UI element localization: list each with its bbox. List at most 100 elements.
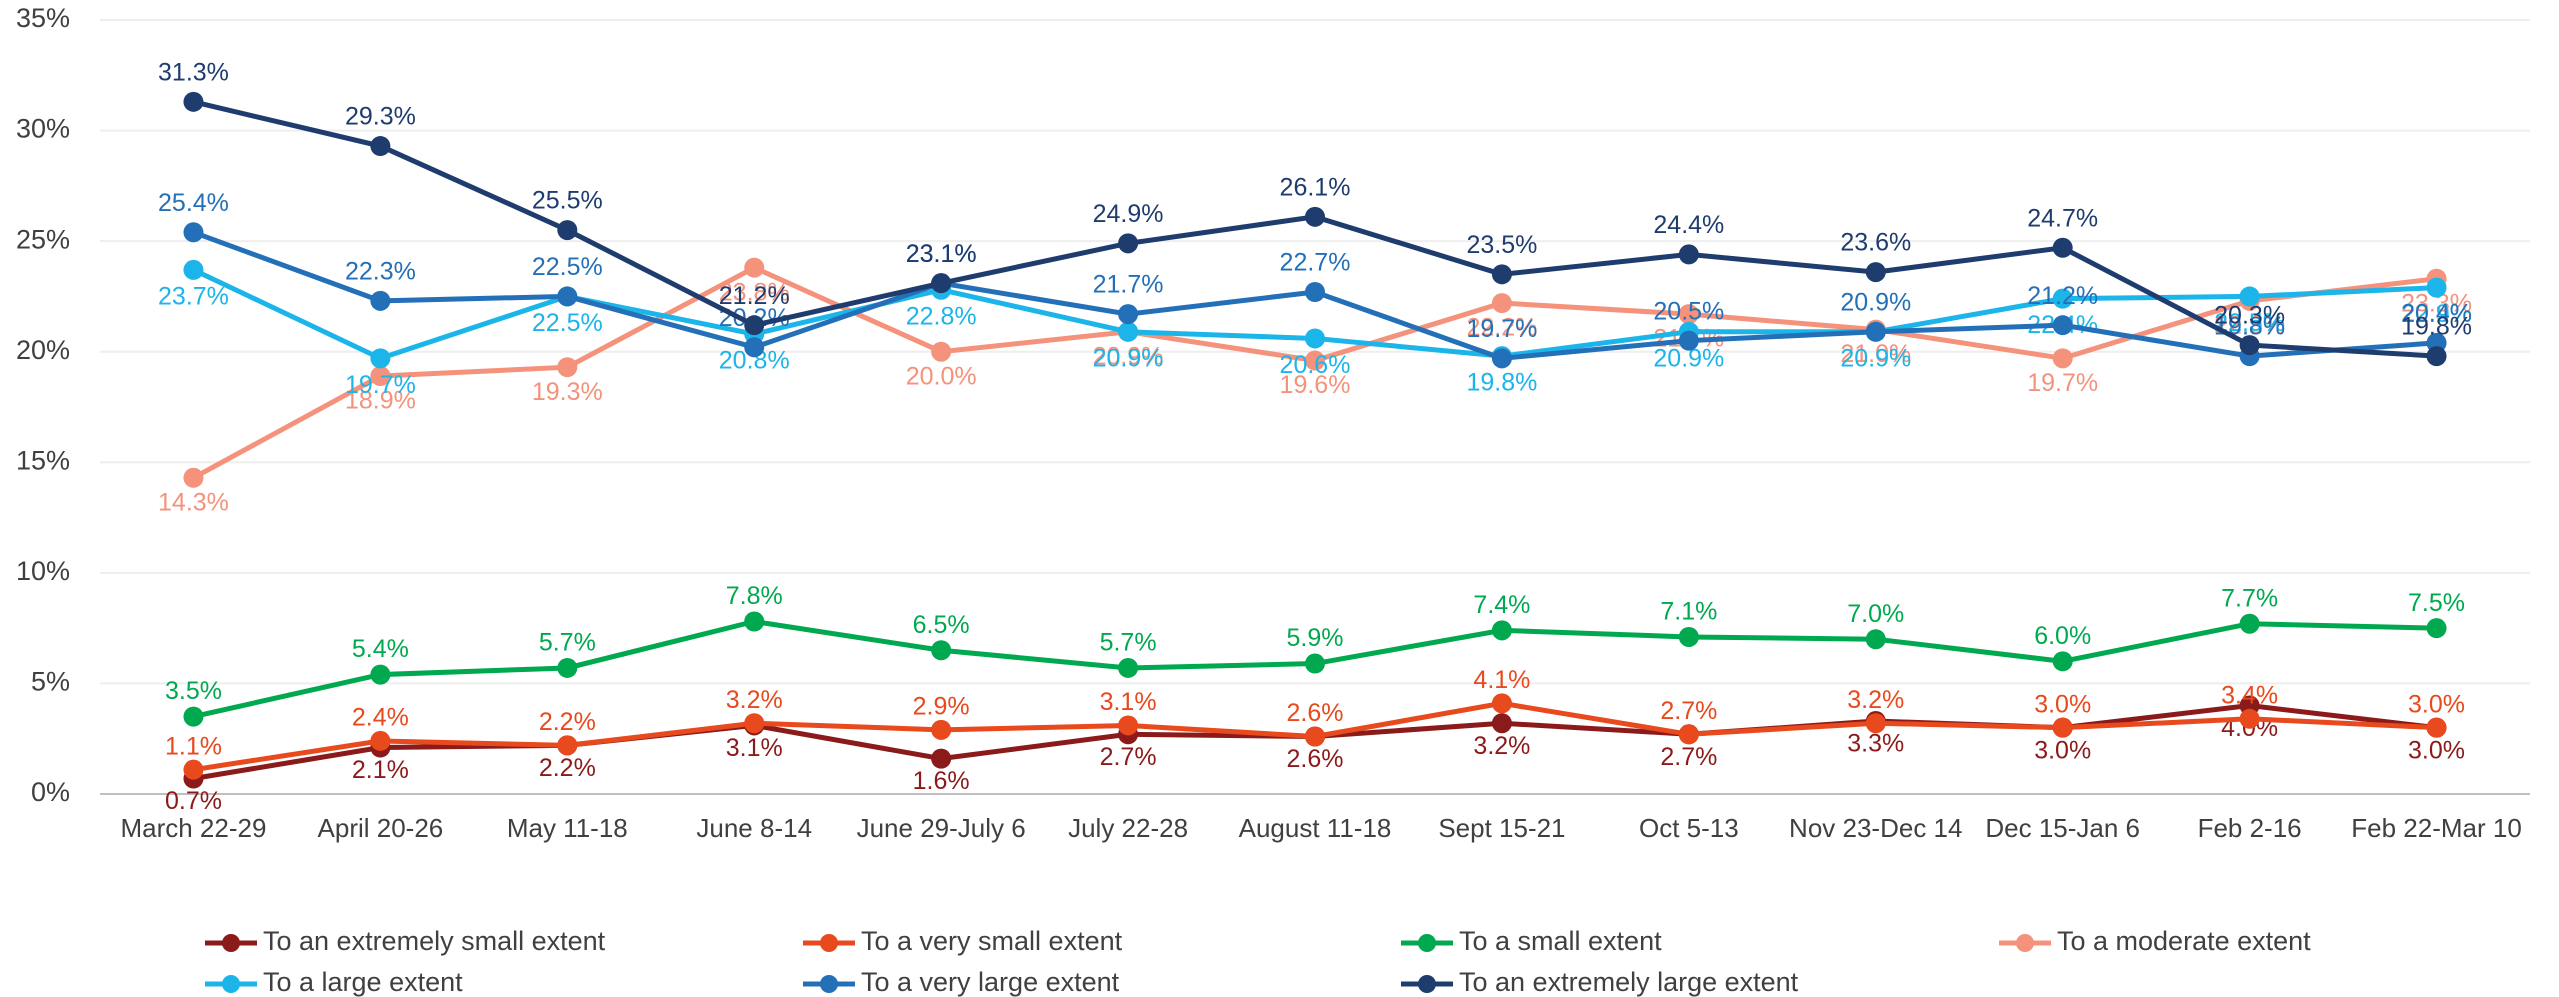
data-point xyxy=(1678,304,1699,325)
data-label: 7.4% xyxy=(1473,591,1530,619)
data-label: 22.9% xyxy=(2401,300,2472,328)
data-label: 19.3% xyxy=(532,378,603,406)
data-point xyxy=(1678,244,1699,265)
data-point xyxy=(1305,328,1325,349)
legend-label: To a very large extent xyxy=(861,967,1120,997)
data-label: 19.7% xyxy=(345,371,416,399)
data-point xyxy=(1491,713,1512,734)
data-label: 24.4% xyxy=(1653,211,1724,239)
data-label: 23.1% xyxy=(906,240,977,268)
data-label: 20.9% xyxy=(1840,344,1911,372)
x-tick-label: June 29-July 6 xyxy=(857,813,1026,843)
data-label: 29.3% xyxy=(345,103,416,131)
data-label: 3.0% xyxy=(2408,736,2465,764)
data-label: 6.0% xyxy=(2034,622,2091,650)
data-label: 1.1% xyxy=(165,732,222,760)
data-point xyxy=(183,91,204,112)
legend-label: To an extremely large extent xyxy=(1459,967,1799,997)
data-label: 5.7% xyxy=(1100,629,1157,657)
x-tick-label: Feb 2-16 xyxy=(2198,813,2302,843)
y-tick-label: 10% xyxy=(16,556,70,586)
data-point xyxy=(931,748,952,769)
x-tick-label: Dec 15-Jan 6 xyxy=(1985,813,2140,843)
legend-marker xyxy=(1418,934,1436,952)
data-point xyxy=(370,366,391,387)
data-label: 23.8% xyxy=(719,278,790,306)
data-point xyxy=(2426,346,2447,367)
legend-marker xyxy=(2016,934,2034,952)
data-label: 19.7% xyxy=(2027,369,2098,397)
data-label: 21.2% xyxy=(2027,282,2098,310)
data-point xyxy=(557,357,578,378)
data-label: 2.7% xyxy=(1100,743,1157,771)
legend-label: To a large extent xyxy=(263,967,463,997)
data-label: 3.0% xyxy=(2034,690,2091,718)
data-label: 23.1% xyxy=(906,240,977,268)
data-point xyxy=(370,730,391,751)
legend-label: To a moderate extent xyxy=(2057,926,2311,956)
data-point xyxy=(2052,237,2073,258)
data-point xyxy=(1305,653,1325,674)
data-point xyxy=(183,222,204,243)
y-tick-label: 35% xyxy=(16,3,70,33)
data-label: 18.9% xyxy=(345,387,416,415)
data-point xyxy=(557,735,578,756)
data-label: 3.1% xyxy=(726,734,783,762)
data-label: 14.3% xyxy=(158,488,229,516)
data-label: 22.5% xyxy=(532,253,603,281)
data-point xyxy=(744,257,765,278)
data-point xyxy=(370,136,391,157)
data-label: 2.7% xyxy=(1660,743,1717,771)
data-label: 6.5% xyxy=(913,611,970,639)
data-point xyxy=(1491,620,1512,641)
data-label: 21.2% xyxy=(719,282,790,310)
data-label: 2.2% xyxy=(539,708,596,736)
data-point xyxy=(1491,693,1512,714)
data-point xyxy=(2052,717,2073,738)
data-label: 22.2% xyxy=(1466,314,1537,342)
data-point xyxy=(1118,657,1139,678)
data-label: 25.5% xyxy=(532,187,603,215)
data-point xyxy=(183,759,204,780)
data-point xyxy=(744,315,765,336)
data-point xyxy=(183,467,204,488)
data-label: 20.3% xyxy=(2214,302,2285,330)
data-point xyxy=(1865,713,1886,734)
data-point xyxy=(744,611,765,632)
data-point xyxy=(2239,286,2260,307)
data-label: 19.7% xyxy=(1466,315,1537,343)
data-label: 3.3% xyxy=(1847,730,1904,758)
y-tick-label: 20% xyxy=(16,335,70,365)
data-label: 3.4% xyxy=(2221,681,2278,709)
data-point xyxy=(370,348,391,369)
x-tick-label: August 11-18 xyxy=(1239,813,1392,843)
data-point xyxy=(1865,321,1886,342)
data-label: 7.7% xyxy=(2221,584,2278,612)
data-label: 2.6% xyxy=(1287,699,1344,727)
data-label: 20.6% xyxy=(1280,351,1351,379)
data-label: 22.8% xyxy=(906,302,977,330)
data-point xyxy=(2239,613,2260,634)
data-point xyxy=(370,290,391,311)
data-label: 23.6% xyxy=(1840,229,1911,257)
data-label: 22.3% xyxy=(345,257,416,285)
x-tick-label: Feb 22-Mar 10 xyxy=(2351,813,2522,843)
x-tick-label: March 22-29 xyxy=(120,813,266,843)
data-label: 23.5% xyxy=(1466,231,1537,259)
data-point xyxy=(2239,335,2260,356)
legend-marker xyxy=(1418,975,1436,993)
data-label: 22.7% xyxy=(1280,249,1351,277)
legend-marker xyxy=(222,975,240,993)
data-label: 2.7% xyxy=(1660,697,1717,725)
y-tick-label: 5% xyxy=(31,667,70,697)
data-point xyxy=(370,664,391,685)
data-point xyxy=(931,640,952,661)
data-label: 19.8% xyxy=(1466,369,1537,397)
data-label: 5.7% xyxy=(539,629,596,657)
data-label: 20.9% xyxy=(1840,288,1911,316)
data-point xyxy=(1305,282,1325,303)
data-point xyxy=(557,220,578,241)
data-label: 26.1% xyxy=(1280,173,1351,201)
data-point xyxy=(931,341,952,362)
